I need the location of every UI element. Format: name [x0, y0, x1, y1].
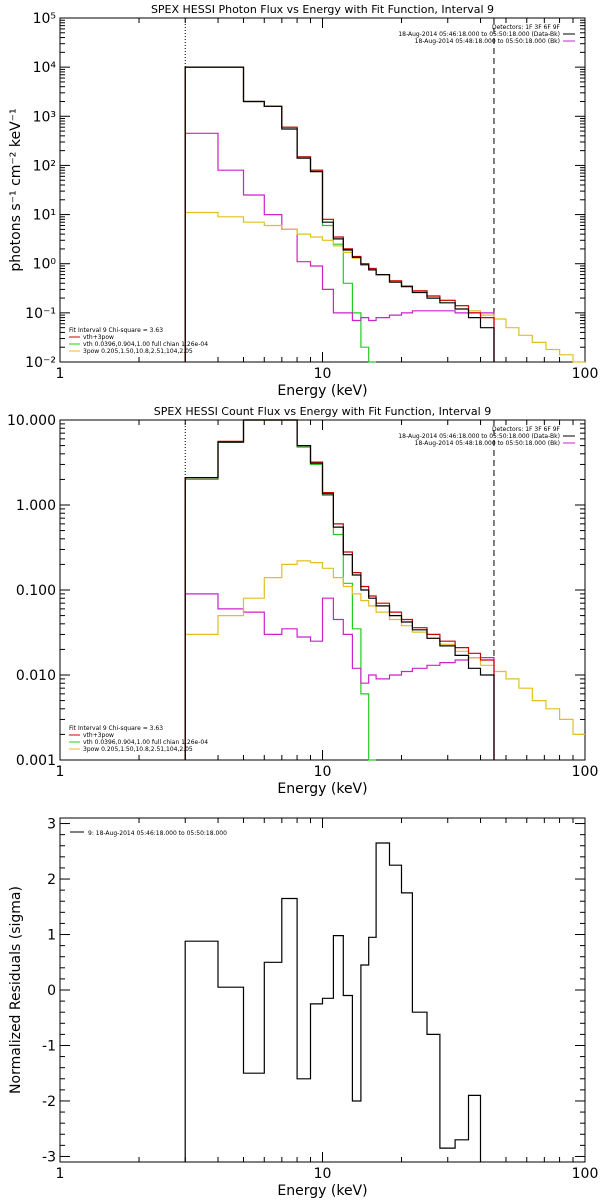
panel1-y-tick-label: 10⁰	[33, 257, 57, 273]
panel3-legend-entry: 9: 18-Aug-2014 05:46:18.000 to 05:50:18.…	[88, 830, 227, 837]
panel1-x-tick-label: 1	[56, 366, 65, 382]
panel1-legend-entry: 18-Aug-2014 05:48:18.000 to 05:50:18.000…	[415, 38, 560, 45]
panel2-title: SPEX HESSI Count Flux vs Energy with Fit…	[154, 405, 491, 418]
panel1-title: SPEX HESSI Photon Flux vs Energy with Fi…	[151, 3, 494, 16]
panel3-y-tick-label: 0	[47, 983, 56, 999]
panel1-fit-legend-header: Fit Interval 9 Chi-square = 3.63	[69, 327, 163, 334]
panel2-fit-legend-header: Fit Interval 9 Chi-square = 3.63	[69, 725, 163, 732]
panel2-y-tick-label: 10.000	[7, 413, 56, 429]
panel1-y-tick-label: 10⁻²	[25, 355, 56, 371]
panel1-fit-legend-entry: vth+3pow	[83, 334, 114, 341]
panel1-y-tick-label: 10⁻¹	[25, 306, 56, 322]
panel2-series-1	[184, 593, 495, 760]
panel1-fit-legend-entry: 3pow 0.205,1.50,10.8,2.51,104,2.05	[83, 348, 193, 355]
panel2-x-tick-label: 10	[314, 764, 332, 780]
panel2-y-tick-label: 1.000	[16, 498, 56, 514]
panel1-y-tick-label: 10¹	[33, 208, 56, 224]
panel3-y-tick-label: -1	[42, 1038, 56, 1054]
panel1-series-4	[184, 66, 495, 362]
panel3-x-tick-label: 1	[56, 1166, 65, 1182]
panel3-y-tick-label: 1	[47, 928, 56, 944]
panel1-x-axis-label: Energy (keV)	[277, 383, 367, 399]
panel1-legend-header: Detectors: 1F 3F 6F 9F	[492, 24, 561, 31]
panel3-series-0	[184, 842, 482, 1162]
panel2-y-tick-label: 0.010	[16, 668, 56, 684]
panel1-series-2	[184, 211, 585, 363]
panel2-x-tick-label: 1	[56, 764, 65, 780]
panel1-series-1	[184, 132, 495, 362]
panel1-legend-entry: 18-Aug-2014 05:46:18.000 to 05:50:18.000…	[398, 31, 560, 38]
panel3-x-axis-label: Energy (keV)	[277, 1183, 367, 1199]
panel2-legend-entry: 18-Aug-2014 05:48:18.000 to 05:50:18.000…	[415, 440, 560, 447]
panel3-y-tick-label: 2	[47, 872, 56, 888]
panel1-y-axis-label: photons s⁻¹ cm⁻² keV⁻¹	[8, 108, 24, 271]
panel2-x-tick-label: 100	[572, 764, 599, 780]
panel3-x-tick-label: 10	[314, 1166, 332, 1182]
panel1-fit-legend-entry: vth 0.0396,0.904,1.00 full chian 1.26e-0…	[83, 341, 208, 348]
panel2-series-2	[184, 560, 585, 760]
panel2-y-tick-label: 0.001	[16, 753, 56, 769]
panel2-series-4	[184, 419, 495, 760]
panel1-y-tick-label: 10⁵	[33, 11, 56, 27]
panel2-series-0	[184, 419, 377, 761]
panel2-legend-header: Detectors: 1F 3F 6F 9F	[492, 426, 561, 433]
panel2-fit-legend-entry: 3pow 0.205,1.50,10.8,2.51,104,2.05	[83, 746, 193, 753]
panel1-series-3	[184, 66, 495, 362]
panel2-fit-legend-entry: vth+3pow	[83, 732, 114, 739]
panel3-y-tick-label: -3	[42, 1149, 56, 1165]
panel3-y-tick-label: -2	[42, 1094, 56, 1110]
panel1-y-tick-label: 10⁴	[33, 60, 57, 76]
panel1-y-tick-label: 10³	[33, 109, 56, 125]
panel2-legend-entry: 18-Aug-2014 05:46:18.000 to 05:50:18.000…	[398, 433, 560, 440]
panel3-y-tick-label: 3	[47, 817, 56, 833]
panel1-x-tick-label: 100	[572, 366, 599, 382]
panel3-x-tick-label: 100	[572, 1166, 599, 1182]
panel2-fit-legend-entry: vth 0.0396,0.904,1.00 full chian 1.26e-0…	[83, 739, 208, 746]
panel3-plot-frame	[59, 817, 586, 1163]
panel2-series-3	[184, 419, 495, 760]
panel1-x-tick-label: 10	[314, 366, 332, 382]
panel2-x-axis-label: Energy (keV)	[277, 781, 367, 797]
panel1-y-tick-label: 10²	[33, 158, 56, 174]
panel2-y-tick-label: 0.100	[16, 583, 56, 599]
panel3-y-axis-label: Normalized Residuals (sigma)	[8, 886, 24, 1094]
